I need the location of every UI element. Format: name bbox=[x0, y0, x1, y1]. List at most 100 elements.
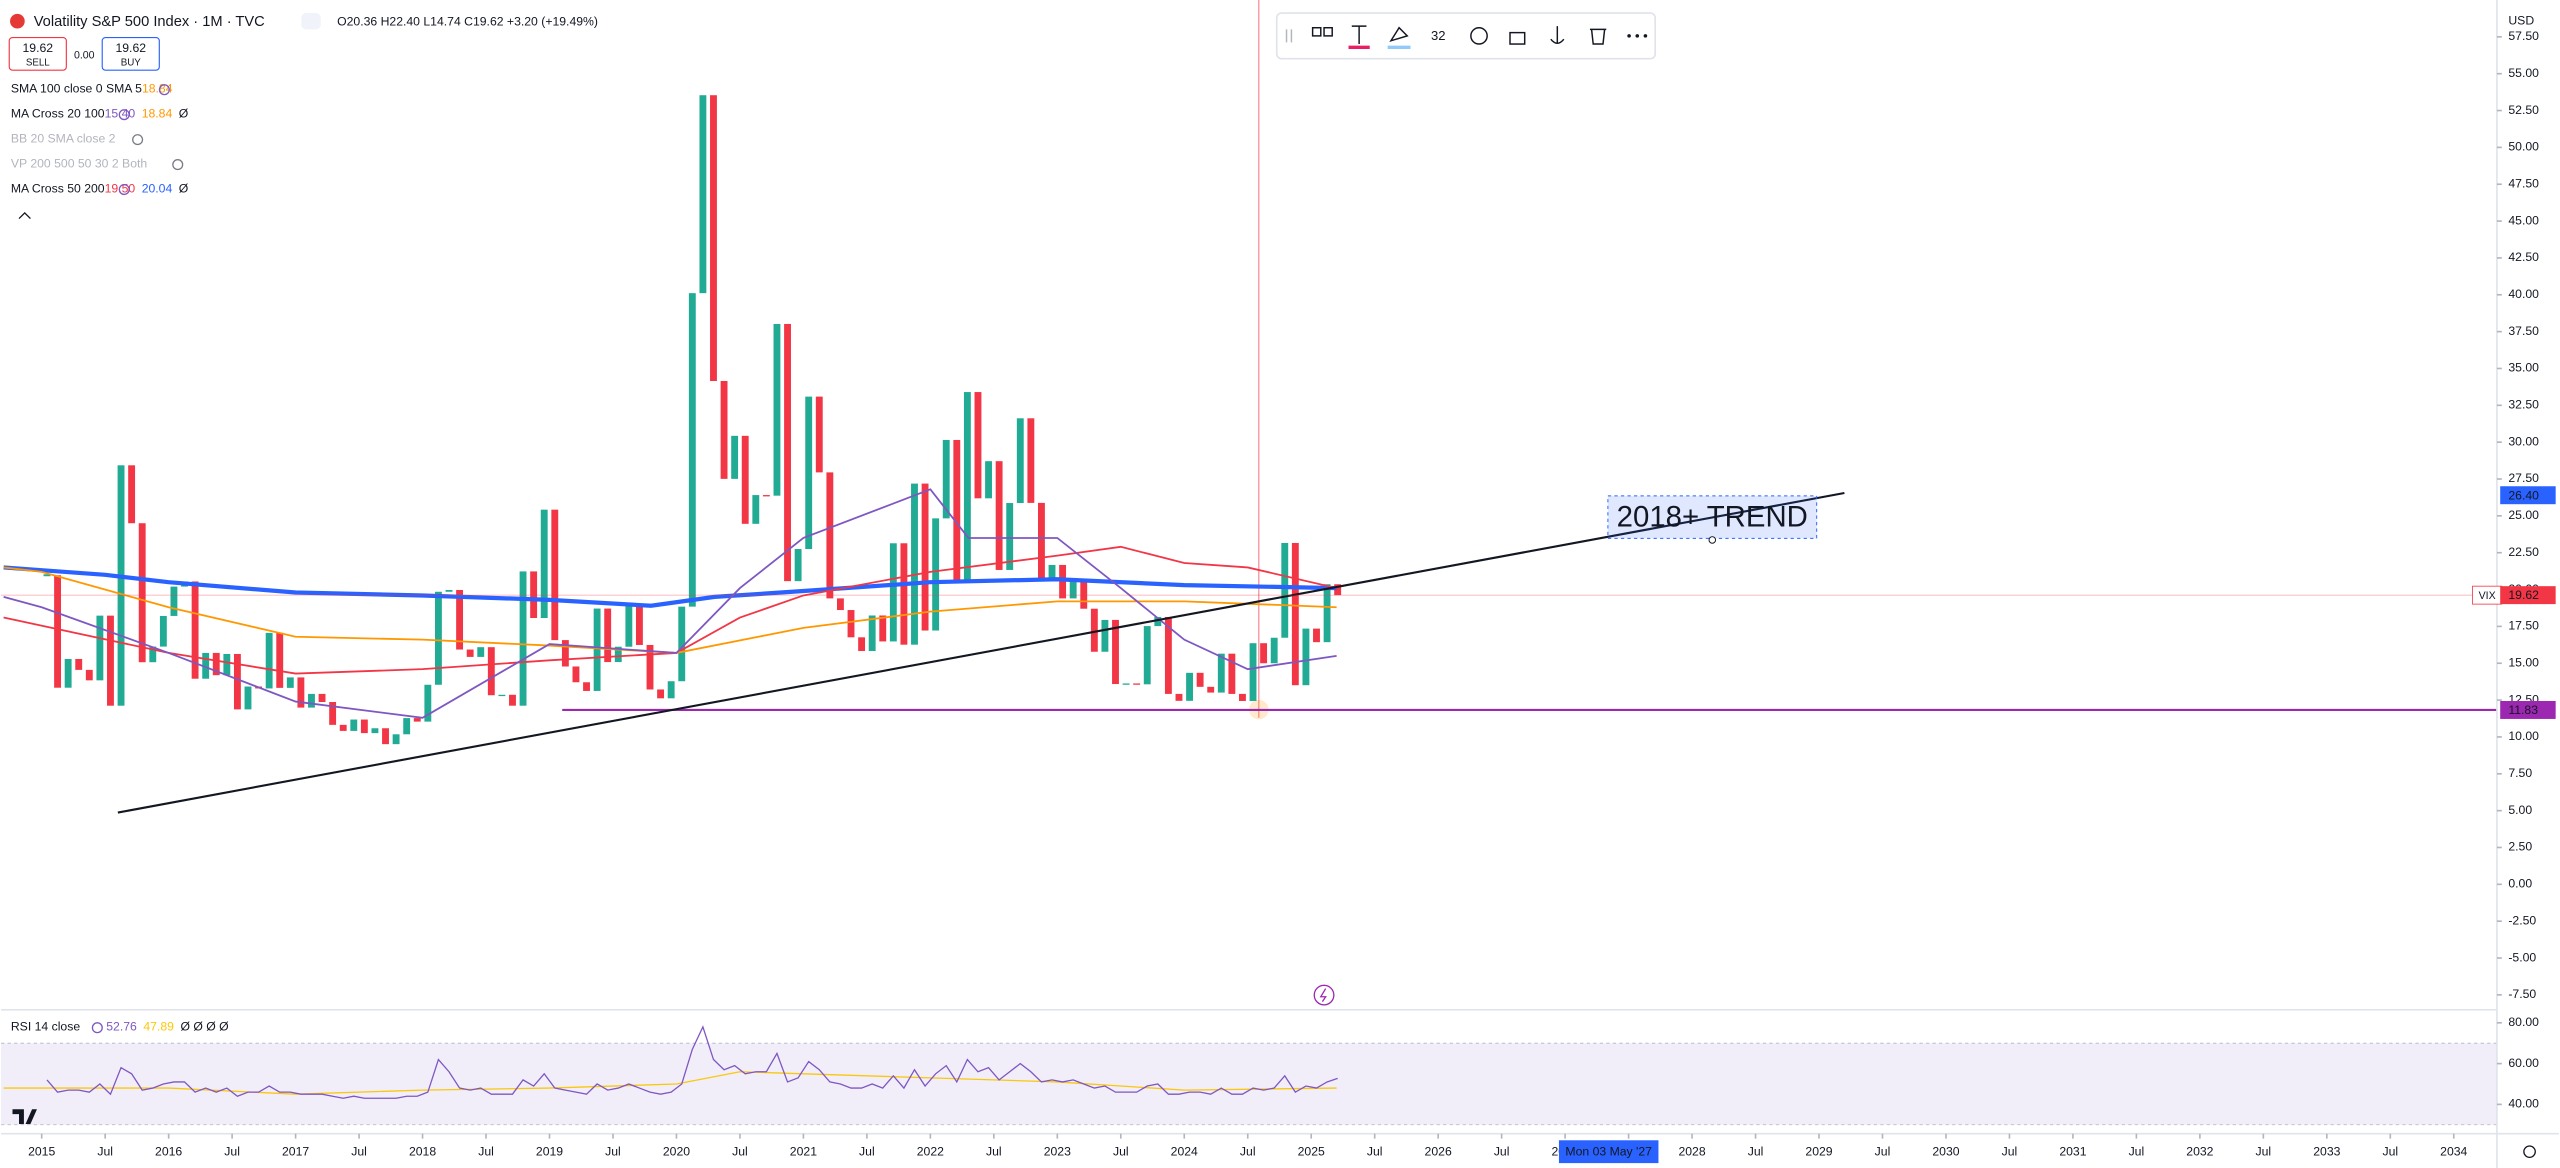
y-tick-label: 22.50 bbox=[2508, 545, 2539, 559]
buy-button[interactable] bbox=[101, 36, 160, 71]
candle bbox=[1323, 584, 1331, 643]
fill-icon[interactable] bbox=[1389, 26, 1409, 43]
buy-price: 19.62 bbox=[115, 41, 146, 55]
moving-average bbox=[3, 545, 1337, 675]
currency[interactable]: USD bbox=[2508, 13, 2534, 27]
candle bbox=[1302, 628, 1310, 686]
collapse-button[interactable] bbox=[301, 13, 321, 30]
y-tick-label: 0.00 bbox=[2508, 877, 2532, 891]
rsi-title: RSI 14 close bbox=[11, 1020, 80, 1034]
trend-line bbox=[117, 491, 1845, 814]
settings-icon[interactable] bbox=[1470, 26, 1488, 45]
candle bbox=[985, 461, 992, 499]
drag-handle[interactable] bbox=[1285, 29, 1293, 43]
y-tick-label: 27.50 bbox=[2508, 471, 2539, 485]
x-tick-label: Jul bbox=[986, 1145, 1002, 1159]
candle bbox=[202, 652, 210, 679]
candle bbox=[995, 461, 1003, 570]
rsi-visibility[interactable] bbox=[91, 1022, 103, 1034]
alert-icon[interactable] bbox=[1313, 984, 1335, 1006]
y-tick-label: 37.50 bbox=[2508, 324, 2539, 338]
more-dot[interactable] bbox=[1643, 34, 1648, 38]
rsi-line bbox=[46, 1025, 1338, 1099]
indicator-extra: Ø bbox=[179, 182, 189, 196]
candle bbox=[509, 694, 516, 706]
candle bbox=[382, 728, 389, 745]
indicator-legend: BB 20 SMA close 2 bbox=[11, 132, 116, 146]
indicator-visibility[interactable] bbox=[118, 184, 130, 196]
y-tick-label: -2.50 bbox=[2508, 913, 2536, 927]
x-tick-label: Jul bbox=[97, 1145, 113, 1159]
y-tick-label: 35.00 bbox=[2508, 361, 2539, 375]
rsi-y-tick-label: 80.00 bbox=[2508, 1015, 2539, 1029]
template-icon[interactable] bbox=[1311, 26, 1322, 37]
indicator-visibility[interactable] bbox=[118, 109, 130, 121]
indicator-visibility[interactable] bbox=[172, 159, 184, 171]
candle bbox=[392, 734, 400, 745]
delete-icon[interactable] bbox=[1589, 28, 1607, 45]
rsi-extra: Ø Ø Ø Ø bbox=[180, 1020, 229, 1034]
candle bbox=[773, 323, 781, 496]
y-tick-label: 52.50 bbox=[2508, 103, 2539, 117]
indicator-name: BB 20 SMA close 2 bbox=[11, 132, 116, 146]
annotation-handle[interactable] bbox=[1708, 536, 1717, 544]
indicator-visibility[interactable] bbox=[158, 84, 170, 96]
candle bbox=[149, 646, 157, 663]
collapse-legend[interactable] bbox=[18, 211, 31, 220]
candle bbox=[1196, 672, 1204, 687]
candle bbox=[445, 589, 453, 592]
x-tick-label: Jul bbox=[2129, 1145, 2145, 1159]
candle bbox=[710, 95, 717, 381]
x-tick-label: Jul bbox=[1113, 1145, 1129, 1159]
candle bbox=[1080, 579, 1088, 609]
y-tick-label: 32.50 bbox=[2508, 398, 2539, 412]
annotation-text[interactable]: 2018+ TREND bbox=[1617, 500, 1808, 533]
y-tick-label: -7.50 bbox=[2508, 987, 2536, 1001]
candle bbox=[1069, 579, 1077, 599]
candle bbox=[107, 615, 114, 706]
text-color-icon[interactable] bbox=[1351, 25, 1367, 45]
x-tick-label: Jul bbox=[605, 1145, 621, 1159]
candle bbox=[1281, 542, 1289, 638]
candle bbox=[1291, 542, 1299, 686]
x-tick-label: Jul bbox=[2256, 1145, 2272, 1159]
sell-button[interactable] bbox=[8, 36, 67, 71]
candle bbox=[572, 666, 580, 683]
candle bbox=[762, 495, 770, 497]
x-tick-label: 2024 bbox=[1171, 1145, 1198, 1159]
candle bbox=[191, 581, 199, 679]
indicator-name: MA Cross 50 200 bbox=[11, 182, 105, 196]
candle bbox=[868, 615, 876, 652]
x-tick-label: 2018 bbox=[409, 1145, 436, 1159]
candle bbox=[117, 465, 125, 706]
more-dot[interactable] bbox=[1627, 34, 1631, 38]
x-tick-label: Jul bbox=[2382, 1145, 2398, 1159]
rsi-signal bbox=[3, 1071, 1337, 1095]
candle bbox=[699, 95, 707, 294]
x-tick-label: Jul bbox=[478, 1145, 494, 1159]
candle bbox=[1038, 502, 1045, 582]
candle bbox=[731, 435, 739, 479]
alert-glyph bbox=[1319, 988, 1327, 1002]
price-name: VIX bbox=[2479, 590, 2496, 602]
more-dot[interactable] bbox=[1635, 34, 1640, 38]
candle bbox=[847, 610, 855, 638]
y-tick-label: 15.00 bbox=[2508, 655, 2539, 669]
y-tick-label: 2.50 bbox=[2508, 840, 2532, 854]
lock-icon[interactable] bbox=[1509, 31, 1526, 45]
candle bbox=[583, 682, 590, 691]
candle bbox=[297, 677, 305, 708]
template-icon[interactable] bbox=[1323, 26, 1333, 37]
x-tick-label: Jul bbox=[2002, 1145, 2018, 1159]
indicator-visibility[interactable] bbox=[132, 134, 144, 146]
candle bbox=[942, 439, 950, 519]
candle bbox=[1207, 686, 1215, 693]
candle bbox=[170, 586, 178, 616]
candle bbox=[434, 591, 442, 685]
x-tick-label: 2017 bbox=[282, 1145, 309, 1159]
anchor-icon[interactable] bbox=[1550, 26, 1565, 45]
font-size[interactable]: 32 bbox=[1431, 28, 1446, 43]
candle bbox=[286, 677, 294, 688]
settings-icon[interactable] bbox=[2523, 1145, 2536, 1159]
